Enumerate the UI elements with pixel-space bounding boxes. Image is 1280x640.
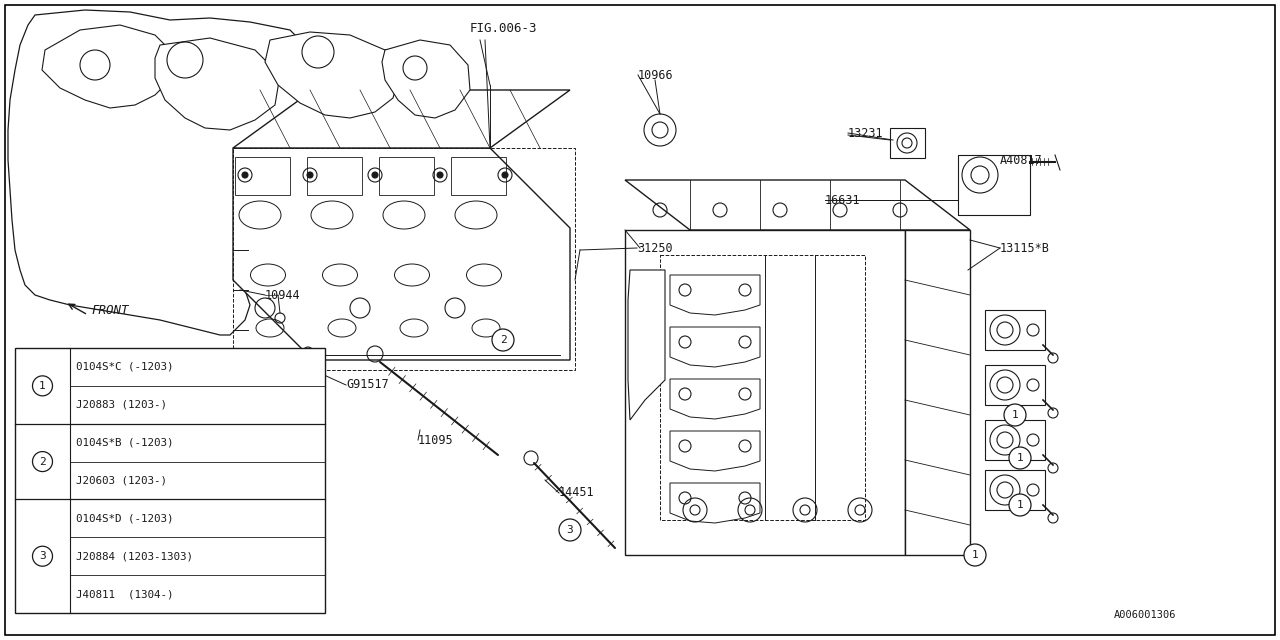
Text: A40817: A40817 bbox=[1000, 154, 1043, 166]
Text: J20603 (1203-): J20603 (1203-) bbox=[76, 476, 166, 486]
Polygon shape bbox=[986, 365, 1044, 405]
Text: 1: 1 bbox=[1016, 453, 1024, 463]
Bar bbox=[236, 157, 291, 195]
Polygon shape bbox=[233, 90, 570, 148]
Circle shape bbox=[436, 172, 443, 178]
Polygon shape bbox=[8, 10, 460, 335]
Circle shape bbox=[1009, 494, 1030, 516]
Polygon shape bbox=[155, 38, 280, 130]
Circle shape bbox=[1009, 447, 1030, 469]
Text: 3: 3 bbox=[40, 551, 46, 561]
Circle shape bbox=[32, 452, 52, 472]
Text: G91517: G91517 bbox=[346, 378, 389, 392]
Text: 1: 1 bbox=[1011, 410, 1019, 420]
Text: 16631: 16631 bbox=[826, 193, 860, 207]
Text: 31250: 31250 bbox=[637, 241, 672, 255]
Text: FIG.006-3: FIG.006-3 bbox=[470, 22, 538, 35]
Polygon shape bbox=[957, 155, 1030, 215]
Bar bbox=[15, 348, 325, 613]
Circle shape bbox=[492, 329, 515, 351]
Text: 0104S*B (-1203): 0104S*B (-1203) bbox=[76, 438, 174, 447]
Circle shape bbox=[502, 172, 508, 178]
Polygon shape bbox=[381, 40, 470, 118]
Polygon shape bbox=[669, 275, 760, 315]
Polygon shape bbox=[669, 327, 760, 367]
Polygon shape bbox=[233, 148, 570, 360]
Polygon shape bbox=[890, 128, 925, 158]
Polygon shape bbox=[986, 420, 1044, 460]
Polygon shape bbox=[265, 32, 401, 118]
Circle shape bbox=[1004, 404, 1027, 426]
Polygon shape bbox=[669, 379, 760, 419]
Polygon shape bbox=[625, 180, 970, 230]
Text: J40811  (1304-): J40811 (1304-) bbox=[76, 589, 174, 599]
Polygon shape bbox=[669, 483, 760, 523]
Text: 2: 2 bbox=[499, 335, 507, 345]
Bar bbox=[451, 157, 506, 195]
Circle shape bbox=[307, 172, 314, 178]
Text: 1: 1 bbox=[40, 381, 46, 391]
Text: J20884 (1203-1303): J20884 (1203-1303) bbox=[76, 551, 193, 561]
Text: A006001306: A006001306 bbox=[1114, 610, 1176, 620]
Polygon shape bbox=[628, 270, 666, 420]
Polygon shape bbox=[42, 25, 175, 108]
Bar bbox=[307, 157, 362, 195]
Text: 2: 2 bbox=[40, 456, 46, 467]
Circle shape bbox=[242, 172, 248, 178]
Circle shape bbox=[32, 546, 52, 566]
Text: 10944: 10944 bbox=[265, 289, 301, 301]
Polygon shape bbox=[625, 230, 905, 555]
Text: 0104S*C (-1203): 0104S*C (-1203) bbox=[76, 362, 174, 372]
Polygon shape bbox=[669, 431, 760, 471]
Text: 14451: 14451 bbox=[559, 486, 595, 499]
Text: 1: 1 bbox=[972, 550, 978, 560]
Text: 3: 3 bbox=[567, 525, 573, 535]
Text: 13115*B: 13115*B bbox=[1000, 241, 1050, 255]
Text: 10966: 10966 bbox=[637, 68, 673, 81]
Text: 0104S*D (-1203): 0104S*D (-1203) bbox=[76, 513, 174, 524]
Circle shape bbox=[559, 519, 581, 541]
Polygon shape bbox=[986, 310, 1044, 350]
Polygon shape bbox=[905, 230, 970, 555]
Text: 13231: 13231 bbox=[849, 127, 883, 140]
Circle shape bbox=[372, 172, 378, 178]
Bar bbox=[379, 157, 434, 195]
Circle shape bbox=[964, 544, 986, 566]
Text: 1: 1 bbox=[1016, 500, 1024, 510]
Text: J20883 (1203-): J20883 (1203-) bbox=[76, 400, 166, 410]
Text: 11095: 11095 bbox=[419, 433, 453, 447]
Polygon shape bbox=[986, 470, 1044, 510]
Text: FRONT: FRONT bbox=[91, 303, 129, 317]
Circle shape bbox=[32, 376, 52, 396]
